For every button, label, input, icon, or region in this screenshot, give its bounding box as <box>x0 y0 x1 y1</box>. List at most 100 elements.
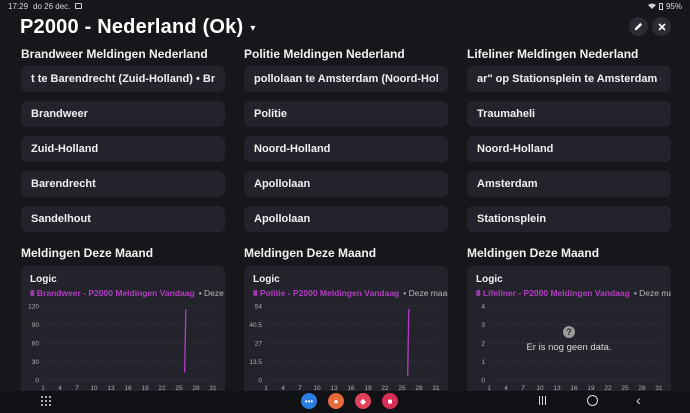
column-lifeliner: Lifeliner Meldingen Nederland ar" op Sta… <box>467 46 671 403</box>
x-tick-label: 16 <box>347 385 355 392</box>
entity-card[interactable]: Stationsplein <box>467 206 671 232</box>
entity-value: Brandweer <box>31 108 88 120</box>
x-tick-label: 10 <box>90 385 98 392</box>
y-tick-label: 1 <box>481 359 485 366</box>
chart-label: Logic <box>253 274 280 285</box>
chart-legend[interactable]: ⩩ Lifeliner - P2000 Meldingen Vandaag • … <box>476 288 671 299</box>
legend-other: • Deze maand <box>403 288 448 298</box>
gallery-notification-icon <box>75 3 83 9</box>
x-tick-label: 25 <box>621 385 629 392</box>
entity-value: Traumaheli <box>477 108 536 120</box>
entity-card[interactable]: Apollolaan <box>244 171 448 197</box>
app-drawer-icon[interactable] <box>41 396 52 407</box>
column-politie: Politie Meldingen Nederland pollolaan te… <box>244 46 448 403</box>
entity-card[interactable]: Politie <box>244 101 448 127</box>
history-chart: 120 90 60 30 01 4 7 10 13 16 19 22 25 28 31 <box>28 304 217 393</box>
entity-value: Sandelhout <box>31 213 91 225</box>
recent-apps-icon[interactable] <box>539 396 548 406</box>
column-brandweer: Brandweer Meldingen Nederland t te Baren… <box>21 46 225 403</box>
entity-card[interactable]: Noord-Holland <box>244 136 448 162</box>
chart-label: Logic <box>476 274 503 285</box>
section-title: Meldingen Deze Maand <box>467 246 600 260</box>
entity-value: Amsterdam <box>477 178 538 190</box>
x-tick-label: 19 <box>587 385 595 392</box>
entity-card[interactable]: Zuid-Holland <box>21 136 225 162</box>
chart-label: Logic <box>30 274 57 285</box>
history-chart: 54 40.5 27 13.5 01 4 7 10 13 16 19 22 25 28 31 <box>249 304 440 393</box>
ticker-card[interactable]: ar" op Stationsplein te Amsterdam (Noc <box>467 66 671 92</box>
x-tick-label: 31 <box>209 385 217 392</box>
y-tick-label: 13.5 <box>249 359 262 366</box>
entity-card[interactable]: Traumaheli <box>467 101 671 127</box>
close-icon <box>657 22 666 31</box>
entity-card[interactable]: Amsterdam <box>467 171 671 197</box>
help-circle-icon: ? <box>563 326 575 338</box>
entity-card[interactable]: Brandweer <box>21 101 225 127</box>
x-tick-label: 13 <box>330 385 338 392</box>
x-tick-label: 28 <box>415 385 423 392</box>
legend-series[interactable]: ⩩ Politie - P2000 Meldingen Vandaag <box>253 288 400 298</box>
y-tick-label: 54 <box>255 304 263 311</box>
legend-other: • Deze maand <box>198 288 225 298</box>
home-icon[interactable] <box>587 395 598 406</box>
ticker-text: pollolaan te Amsterdam (Noord-Hollanc <box>254 73 438 85</box>
x-tick-label: 19 <box>364 385 372 392</box>
entity-value: Noord-Holland <box>477 143 554 155</box>
contacts-app-icon[interactable]: ● <box>328 393 344 409</box>
status-date: do 26 dec. <box>33 1 71 11</box>
x-tick-label: 4 <box>504 385 508 392</box>
x-tick-label: 4 <box>58 385 62 392</box>
camera-app-icon[interactable]: ■ <box>382 393 398 409</box>
column-title: Politie Meldingen Nederland <box>244 47 405 61</box>
history-chart-card[interactable]: Logic ⩩ Lifeliner - P2000 Meldingen Vand… <box>467 266 671 403</box>
close-button[interactable] <box>652 17 671 36</box>
x-tick-label: 28 <box>638 385 646 392</box>
legend-series[interactable]: ⩩ Brandweer - P2000 Meldingen Vandaag <box>30 288 195 298</box>
legend-series[interactable]: ⩩ Lifeliner - P2000 Meldingen Vandaag <box>476 288 630 298</box>
ticker-card[interactable]: t te Barendrecht (Zuid-Holland) • Bra <box>21 66 225 92</box>
y-tick-label: 27 <box>255 341 263 348</box>
x-tick-label: 22 <box>158 385 166 392</box>
back-icon[interactable]: ‹ <box>636 392 641 408</box>
x-tick-label: 7 <box>75 385 79 392</box>
x-tick-label: 1 <box>487 385 491 392</box>
x-tick-label: 31 <box>655 385 663 392</box>
legend-other: • Deze maand <box>633 288 671 298</box>
x-tick-label: 13 <box>553 385 561 392</box>
entity-card[interactable]: Apollolaan <box>244 206 448 232</box>
dashboard-dropdown-caret-icon[interactable]: ▾ <box>250 22 256 34</box>
x-tick-label: 1 <box>41 385 45 392</box>
ticker-text: ar" op Stationsplein te Amsterdam (Noc <box>477 73 661 85</box>
series-line <box>184 309 187 373</box>
chart-legend[interactable]: ⩩ Politie - P2000 Meldingen Vandaag • De… <box>253 288 448 299</box>
x-tick-label: 1 <box>264 385 268 392</box>
y-tick-label: 0 <box>258 378 262 385</box>
y-tick-label: 0 <box>481 378 485 385</box>
x-tick-label: 16 <box>570 385 578 392</box>
x-tick-label: 22 <box>604 385 612 392</box>
history-chart-card[interactable]: Logic ⩩ Brandweer - P2000 Meldingen Vand… <box>21 266 225 403</box>
entity-card[interactable]: Sandelhout <box>21 206 225 232</box>
x-tick-label: 7 <box>298 385 302 392</box>
x-tick-label: 16 <box>124 385 132 392</box>
y-tick-label: 60 <box>32 341 40 348</box>
ticker-card[interactable]: pollolaan te Amsterdam (Noord-Hollanc <box>244 66 448 92</box>
dashboard-title: P2000 - Nederland (Ok) <box>20 15 244 38</box>
section-title: Meldingen Deze Maand <box>21 246 154 260</box>
dashboard-header: P2000 - Nederland (Ok) ▾ <box>20 14 255 40</box>
section-title: Meldingen Deze Maand <box>244 246 377 260</box>
column-title: Lifeliner Meldingen Nederland <box>467 47 639 61</box>
edit-dashboard-button[interactable] <box>629 17 648 36</box>
history-chart-card[interactable]: Logic ⩩ Politie - P2000 Meldingen Vandaa… <box>244 266 448 403</box>
entity-card[interactable]: Noord-Holland <box>467 136 671 162</box>
y-tick-label: 2 <box>481 341 485 348</box>
x-tick-label: 19 <box>141 385 149 392</box>
shop-app-icon[interactable]: ◆ <box>355 393 371 409</box>
x-tick-label: 7 <box>521 385 525 392</box>
chart-legend[interactable]: ⩩ Brandweer - P2000 Meldingen Vandaag • … <box>30 288 225 299</box>
entity-card[interactable]: Barendrecht <box>21 171 225 197</box>
x-tick-label: 22 <box>381 385 389 392</box>
ticker-text: t te Barendrecht (Zuid-Holland) • Bra <box>31 73 215 85</box>
messages-app-icon[interactable]: ••• <box>301 393 317 409</box>
